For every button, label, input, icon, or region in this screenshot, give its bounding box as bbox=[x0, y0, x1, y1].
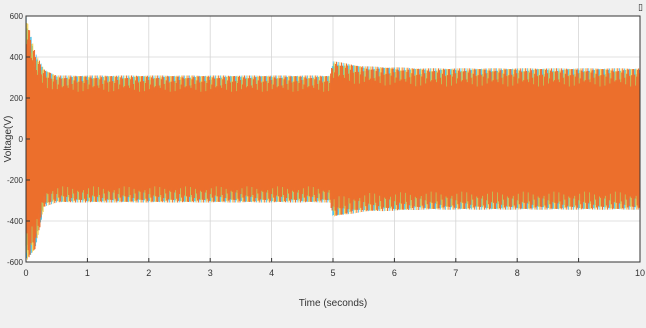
x-tick-label: 10 bbox=[635, 268, 645, 278]
x-tick-label: 0 bbox=[23, 268, 28, 278]
y-tick-label: -200 bbox=[7, 176, 24, 185]
y-tick-label: 200 bbox=[10, 94, 24, 103]
y-tick-label: 0 bbox=[19, 135, 24, 144]
x-tick-label: 6 bbox=[392, 268, 397, 278]
dock-icon[interactable]: ▯ bbox=[638, 3, 643, 13]
x-tick-label: 3 bbox=[208, 268, 213, 278]
x-tick-label: 8 bbox=[515, 268, 520, 278]
x-axis-label: Time (seconds) bbox=[299, 298, 368, 309]
y-tick-label: -400 bbox=[7, 217, 24, 226]
y-axis-label: Voltage(V) bbox=[3, 116, 14, 163]
x-tick-label: 1 bbox=[85, 268, 90, 278]
x-tick-label: 2 bbox=[146, 268, 151, 278]
x-tick-label: 4 bbox=[269, 268, 274, 278]
x-tick-label: 7 bbox=[453, 268, 458, 278]
x-tick-label: 9 bbox=[576, 268, 581, 278]
y-tick-label: 400 bbox=[10, 53, 24, 62]
y-tick-label: -600 bbox=[7, 258, 24, 267]
voltage-phase-line bbox=[25, 30, 641, 258]
x-tick-label: 5 bbox=[330, 268, 335, 278]
y-tick-label: 600 bbox=[10, 12, 24, 21]
